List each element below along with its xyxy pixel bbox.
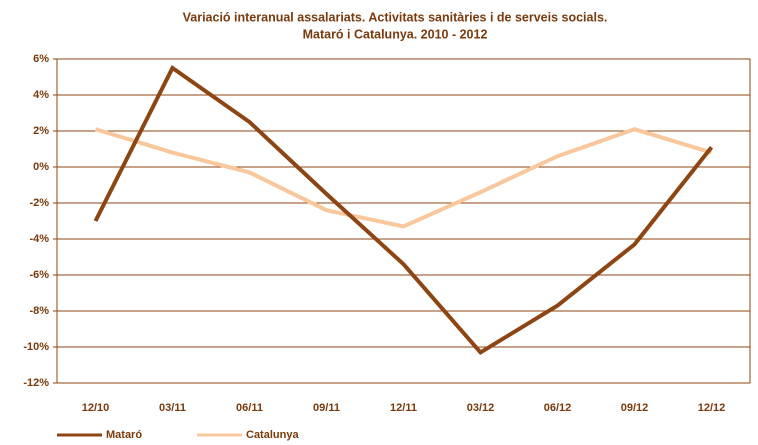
y-tick-label: -6%	[29, 269, 49, 281]
legend-label: Catalunya	[246, 429, 299, 441]
y-tick-label: -8%	[29, 305, 49, 317]
y-tick-label: 6%	[33, 53, 49, 65]
y-tick-label: -10%	[23, 341, 49, 353]
x-tick-label: 09/11	[313, 402, 340, 414]
x-tick-label: 03/12	[467, 402, 495, 414]
x-tick-label: 12/10	[82, 402, 110, 414]
x-tick-label: 12/11	[390, 402, 417, 414]
legend-label: Mataró	[106, 429, 142, 441]
series-line	[94, 127, 713, 229]
y-tick-label: 4%	[33, 89, 49, 101]
x-tick-label: 03/11	[159, 402, 186, 414]
x-tick-label: 06/12	[544, 402, 572, 414]
y-tick-label: 2%	[33, 125, 49, 137]
y-tick-label: 0%	[33, 161, 49, 173]
y-tick-label: -4%	[29, 233, 49, 245]
x-tick-label: 09/12	[621, 402, 649, 414]
y-tick-label: -2%	[29, 197, 49, 209]
plot-area	[56, 58, 751, 384]
series-line	[93, 65, 714, 355]
y-tick-label: -12%	[23, 377, 49, 389]
x-tick-label: 12/12	[698, 402, 726, 414]
chart-title: Variació interanual assalariats. Activit…	[183, 10, 608, 24]
x-tick-label: 06/11	[236, 402, 263, 414]
chart-title: Mataró i Catalunya. 2010 - 2012	[303, 27, 488, 41]
